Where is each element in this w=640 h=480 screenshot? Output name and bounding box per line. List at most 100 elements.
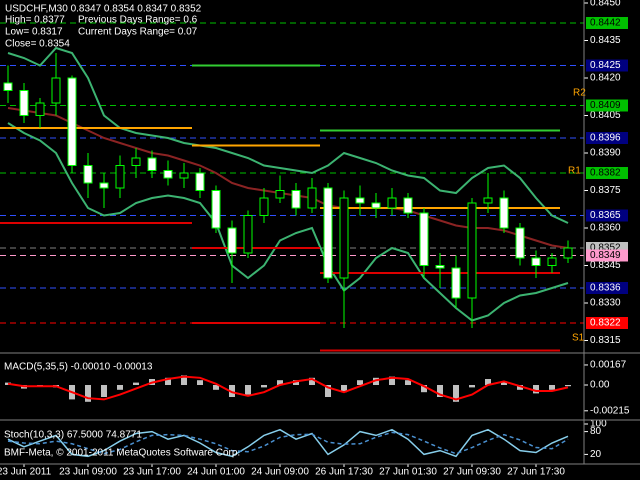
histogram-bar (245, 385, 251, 395)
level-label: 0.8365 (590, 210, 621, 221)
header: USDCHF,M30 0.8347 0.8354 0.8347 0.8352 H… (4, 4, 586, 459)
candle-body (483, 197, 493, 204)
histogram-bar (277, 380, 283, 385)
histogram-bar (181, 375, 187, 385)
candle-body (563, 247, 573, 259)
candle-body (19, 90, 29, 116)
series-line (7, 46, 569, 224)
candle-body (499, 197, 509, 229)
histogram-bar (357, 380, 363, 385)
level-box (586, 132, 628, 144)
histogram-bar (309, 377, 315, 385)
histogram-bar (213, 385, 219, 390)
x-tick-label: 24 Jun 09:00 (251, 467, 309, 478)
x-tick-label: 23 Jun 17:00 (123, 467, 181, 478)
y-tick-label: 0.8435 (590, 35, 621, 46)
candle-body (275, 190, 285, 199)
candle-body (323, 187, 333, 279)
y-tick-label: 0.8450 (590, 0, 621, 9)
x-tick-label: 27 Jun 01:30 (379, 467, 437, 478)
histogram-bar (325, 385, 331, 397)
pivot-label: R2 (573, 88, 586, 99)
candle-body (467, 202, 477, 299)
candle-body (371, 202, 381, 209)
y-tick-label: 20 (590, 449, 602, 460)
y-tick-label: -0.00215 (590, 405, 630, 416)
histogram-bar (165, 377, 171, 385)
info-text: High= 0.8377 (5, 15, 65, 26)
histogram-bar (341, 385, 347, 393)
histogram-bar (261, 385, 267, 388)
y-tick-label: 0.8315 (590, 335, 621, 346)
macd-title: MACD(5,35,5) -0.00010 -0.00013 (4, 362, 153, 373)
histogram-bar (485, 379, 491, 385)
histogram-bar (101, 385, 107, 397)
candle-body (3, 82, 13, 91)
y-tick-label: 0.8405 (590, 110, 621, 121)
histogram-bar (197, 380, 203, 385)
x-tick-label: 24 Jun 01:00 (187, 467, 245, 478)
level-label: 0.8322 (590, 318, 621, 329)
candle-body (419, 212, 429, 266)
y-tick-label: 100 (590, 419, 607, 430)
candle-body (547, 257, 557, 266)
x-tick-label: 27 Jun 17:30 (507, 467, 565, 478)
histogram-bar (229, 385, 235, 397)
level-box (586, 99, 628, 112)
candle-body (435, 265, 445, 269)
level-label: 0.8349 (590, 250, 621, 261)
candle-body (243, 215, 253, 254)
histogram-bar (293, 380, 299, 385)
info-text: Close= 0.8354 (5, 39, 70, 50)
histogram-bar (117, 385, 123, 390)
level-box (586, 317, 628, 329)
histogram-bar (453, 385, 459, 402)
histogram-bar (565, 385, 571, 387)
candle-body (99, 182, 109, 189)
panel-borders (0, 0, 640, 465)
x-tick-label: 26 Jun 17:30 (315, 467, 373, 478)
level-box (586, 249, 628, 262)
candle-body (147, 157, 157, 171)
y-tick-label: 0.00 (590, 380, 610, 391)
candle-body (227, 227, 237, 254)
x-tick-label: 23 Jun 2011 (0, 467, 52, 478)
candle-body (179, 172, 189, 179)
y-tick-label: 0.8390 (590, 148, 621, 159)
candle-body (131, 157, 141, 166)
histogram-bar (373, 377, 379, 385)
info-text: Low= 0.8317 (5, 27, 63, 38)
copyright: BMF-Meta, © 2001-2011 MetaQuotes Softwar… (4, 448, 240, 459)
chart-title: USDCHF,M30 0.8347 0.8354 0.8347 0.8352 (5, 4, 202, 15)
candle-body (403, 197, 413, 214)
histogram-bar (469, 385, 475, 388)
candle-body (451, 267, 461, 299)
candle-body (195, 172, 205, 191)
histogram-bar (421, 385, 427, 393)
candle-body (211, 190, 221, 229)
candle-body (163, 170, 173, 179)
series-line (7, 375, 569, 401)
candle-body (51, 77, 61, 104)
info-text: Previous Days Range= 0.6 (78, 15, 198, 26)
level-label: 0.8442 (590, 18, 621, 29)
pivot-label: R1 (568, 166, 581, 177)
candle-body (531, 257, 541, 266)
candle-body (35, 102, 45, 116)
stoch-title: Stoch(10,3,3) 67.5000 74.8771 (4, 430, 142, 441)
candle-body (115, 165, 125, 189)
candle-body (291, 190, 301, 209)
level-label: 0.8409 (590, 100, 621, 111)
histogram-bar (389, 376, 395, 385)
level-label: 0.8382 (590, 168, 621, 179)
series-line (7, 122, 569, 322)
level-label: 0.8336 (590, 283, 621, 294)
histogram-bar (133, 382, 139, 385)
y-tick-label: 0.8420 (590, 73, 621, 84)
level-label: 0.8352 (590, 243, 621, 254)
y-tick-label: 80 (590, 426, 602, 437)
histogram-bar (501, 381, 507, 385)
y-tick-label: 0.00167 (590, 360, 627, 371)
